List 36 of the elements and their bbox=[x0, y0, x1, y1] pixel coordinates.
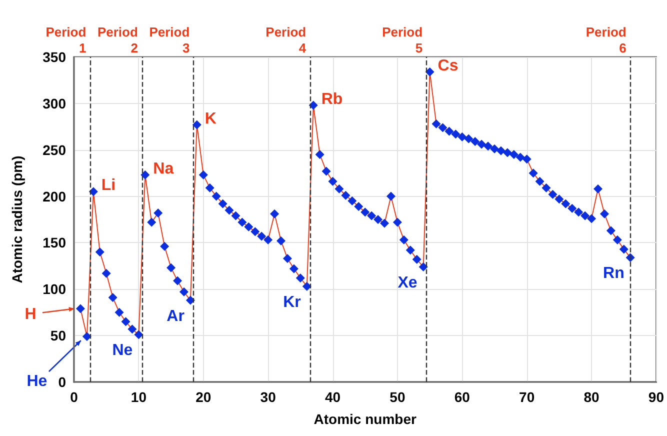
annotation: Ne bbox=[112, 342, 133, 360]
x-axis-title: Atomic number bbox=[314, 411, 417, 427]
annotation: Kr bbox=[283, 294, 301, 311]
annotation: Xe bbox=[398, 274, 418, 292]
x-tick-label: 20 bbox=[196, 389, 212, 405]
x-tick-label: 0 bbox=[70, 389, 78, 405]
x-tick-label: 40 bbox=[324, 389, 341, 405]
ref-line-label: Period 2 bbox=[97, 24, 138, 56]
x-tick-label: 70 bbox=[519, 389, 535, 405]
annotation: K bbox=[204, 110, 217, 128]
y-tick-label: 150 bbox=[42, 234, 66, 251]
annotation: Li bbox=[101, 177, 116, 194]
annotation: H bbox=[24, 306, 36, 324]
y-tick-label: 100 bbox=[42, 281, 66, 298]
y-tick-label: 50 bbox=[50, 328, 66, 344]
y-tick-label: 250 bbox=[42, 142, 66, 158]
annotation: Rb bbox=[321, 90, 343, 108]
ref-line-label: Period 6 bbox=[586, 24, 626, 56]
x-tick-label: 50 bbox=[390, 389, 406, 405]
x-tick-label: 90 bbox=[648, 389, 664, 405]
y-tick-label: 300 bbox=[42, 95, 66, 112]
annotation: Ar bbox=[166, 308, 184, 325]
ref-line-label: Period 4 bbox=[266, 24, 307, 56]
annotation: He bbox=[26, 373, 48, 390]
x-tick-label: 10 bbox=[130, 389, 147, 405]
x-tick-label: 30 bbox=[260, 389, 276, 405]
ref-line-label: Period 3 bbox=[149, 24, 190, 56]
y-tick-label: 200 bbox=[42, 188, 66, 204]
x-tick-label: 60 bbox=[454, 389, 470, 405]
y-axis-title: Atomic radius (pm) bbox=[9, 156, 25, 284]
ref-line-label: Period 5 bbox=[382, 24, 423, 56]
annotation: Na bbox=[153, 160, 174, 178]
annotation: Rn bbox=[603, 265, 624, 282]
annotation: Cs bbox=[438, 57, 458, 74]
x-tick-label: 80 bbox=[584, 389, 600, 405]
y-tick-label: 0 bbox=[58, 374, 66, 390]
